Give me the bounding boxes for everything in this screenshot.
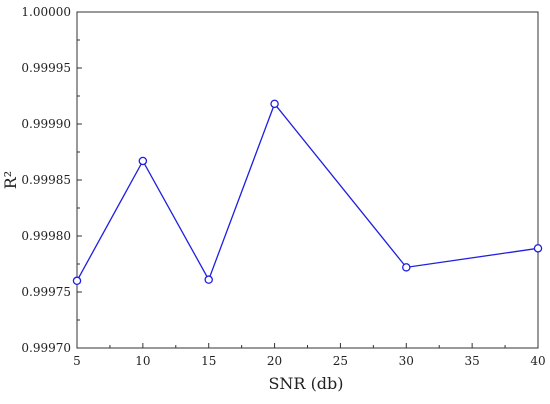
plot-frame [76, 11, 539, 349]
y-axis-label: R² [1, 171, 20, 189]
x-tick-label: 30 [399, 354, 414, 368]
plot-border [76, 11, 539, 349]
y-tick-label: 0.99985 [21, 173, 71, 187]
series-line [76, 102, 539, 282]
data-point [72, 276, 82, 286]
x-tick-label: 25 [333, 354, 348, 368]
data-point [402, 263, 411, 272]
y-axis-ticks: 0.99970 0.99975 0.99980 0.99985 0.99990 0.999… [21, 5, 82, 355]
y-tick-label: 0.99990 [21, 117, 71, 131]
x-tick-label: 15 [201, 354, 216, 368]
x-tick-label: 40 [530, 354, 545, 368]
data-point [204, 275, 213, 284]
y-tick-label: 0.99995 [21, 61, 71, 75]
y-tick-label: 0.99970 [21, 341, 71, 355]
y-tick-label: 0.99975 [21, 285, 71, 299]
data-point [138, 156, 148, 166]
x-axis-label: SNR (db) [268, 374, 343, 393]
x-tick-label: 10 [135, 354, 150, 368]
x-tick-label: 35 [465, 354, 480, 368]
y-tick-label: 0.99980 [21, 229, 71, 243]
y-tick-label: 1.00000 [21, 5, 71, 19]
data-point [533, 244, 543, 253]
data-point [270, 99, 279, 109]
x-tick-label: 20 [267, 354, 282, 368]
series-layer [72, 99, 543, 286]
x-axis-ticks: 5 10 15 20 25 30 35 40 [73, 343, 546, 368]
x-tick-label: 5 [73, 354, 81, 368]
